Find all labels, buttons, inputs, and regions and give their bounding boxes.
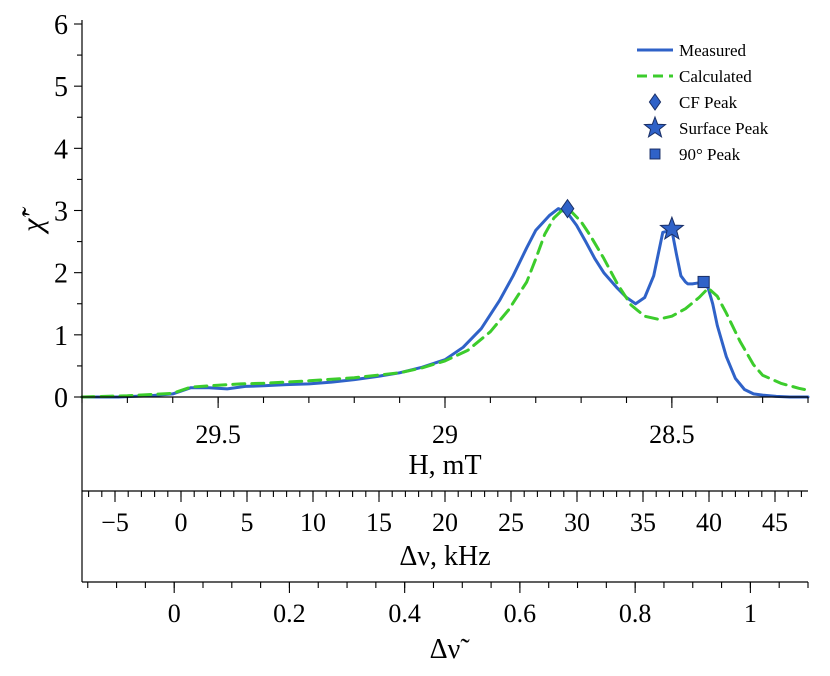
x-tick-label-freq: 45: [762, 508, 788, 537]
y-tick-label: 1: [54, 321, 68, 352]
x-tick-label-freq: 10: [300, 508, 326, 537]
y-tick-label: 3: [54, 197, 68, 228]
y-tick-label: 0: [54, 383, 68, 414]
marker-diamond: [560, 198, 575, 219]
x-tick-label-norm: 1: [744, 599, 757, 628]
x-tick-label-norm: 0.6: [504, 599, 537, 628]
x-tick-label-freq: −5: [101, 508, 129, 537]
legend-marker-star: [643, 115, 667, 139]
x-axis-title-freq: Δν, kHz: [399, 541, 490, 572]
x-tick-label-field: 28.5: [649, 420, 695, 449]
x-tick-label-field: 29.5: [195, 420, 241, 449]
y-tick-label: 2: [54, 259, 68, 290]
legend-label: Calculated: [679, 67, 752, 86]
x-axis-title-field: H, mT: [408, 450, 481, 481]
legend: Measured Calculated CF Peak Surface Peak 90°…: [637, 41, 769, 164]
x-tick-label-freq: 40: [696, 508, 722, 537]
x-tick-label-norm: 0: [168, 599, 181, 628]
x-tick-label-norm: 0.8: [619, 599, 652, 628]
x-tick-label-field: 29: [432, 420, 458, 449]
x-axis-title-norm: Δν̃: [430, 634, 471, 665]
x-tick-label-norm: 0.2: [273, 599, 306, 628]
legend-label: 90° Peak: [679, 145, 741, 164]
y-tick-label: 6: [54, 10, 68, 41]
series-measured: [80, 207, 810, 399]
x-tick-label-freq: 15: [366, 508, 392, 537]
legend-marker-diamond: [648, 93, 662, 111]
y-tick-label: 4: [54, 134, 68, 165]
legend-marker-square: [649, 148, 661, 160]
legend-label: CF Peak: [679, 93, 738, 112]
x-tick-label-freq: 30: [564, 508, 590, 537]
x-tick-label-freq: 5: [241, 508, 254, 537]
x-tick-label-freq: 25: [498, 508, 524, 537]
x-tick-label-freq: 0: [175, 508, 188, 537]
series-calculated: [80, 207, 810, 399]
y-axis-label: χ̃′: [16, 207, 49, 235]
legend-label: Surface Peak: [679, 119, 769, 138]
y-tick-label: 5: [54, 72, 68, 103]
plot-area: [80, 198, 810, 399]
marker-square: [697, 275, 710, 289]
legend-label: Measured: [679, 41, 747, 60]
x-tick-label-freq: 20: [432, 508, 458, 537]
x-tick-label-norm: 0.4: [388, 599, 421, 628]
x-tick-label-freq: 35: [630, 508, 656, 537]
marker-star: [659, 215, 685, 241]
